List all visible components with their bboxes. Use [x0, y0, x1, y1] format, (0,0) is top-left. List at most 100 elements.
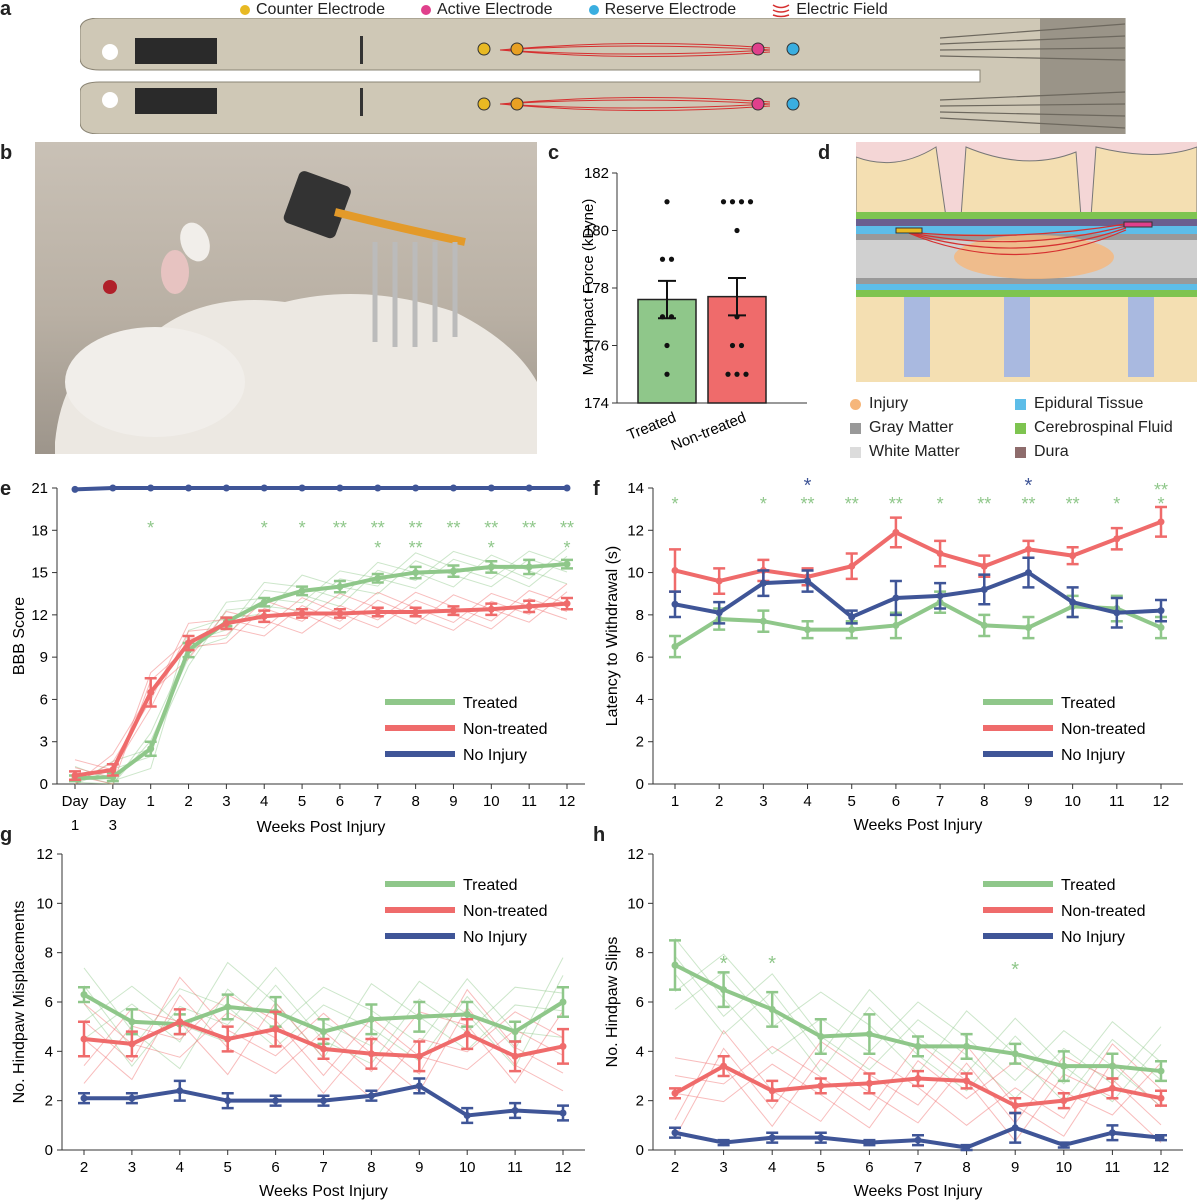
chart-f-ytick-label: 0 — [636, 776, 644, 793]
chart-f-point — [1069, 598, 1077, 606]
chart-f-point — [892, 621, 900, 629]
chart-g-point — [80, 1035, 88, 1043]
chart-g-point — [128, 1040, 136, 1048]
chart-h-significance-star: * — [720, 953, 728, 975]
chart-f-point — [980, 585, 988, 593]
chart-e-xtick-label: Day — [62, 793, 89, 810]
chart-e-point — [412, 569, 420, 577]
chart-e-xtick-sublabel: 3 — [109, 817, 117, 834]
chart-e-xtick-label: 10 — [483, 793, 500, 810]
chart-c-point — [734, 227, 740, 234]
chart-h-point — [963, 1077, 971, 1085]
legend-gray-label: Gray Matter — [869, 419, 954, 436]
chart-c-ytick-label: 176 — [584, 338, 609, 355]
chart-c-point — [659, 314, 666, 320]
chart-f-significance-star: ** — [1021, 494, 1035, 514]
chart-g-xtick-label: 3 — [128, 1159, 136, 1176]
rat-illustration — [55, 171, 537, 454]
chart-f-xtick-label: 5 — [848, 793, 856, 810]
chart-e-ytick-label: 18 — [31, 522, 48, 539]
chart-e-series-line — [74, 562, 568, 781]
chart-e-point — [71, 485, 79, 493]
chart-e-significance-star: ** — [371, 518, 385, 538]
chart-c-ytick-label: 174 — [584, 395, 609, 412]
chart-h-point — [914, 1042, 922, 1050]
chart-e-xtick-label: 9 — [449, 793, 457, 810]
chart-g-ytick-label: 8 — [45, 945, 53, 962]
chart-h-xtick-label: 3 — [719, 1159, 727, 1176]
chart-f-ytick-label: 2 — [636, 734, 644, 751]
chart-c-point — [747, 199, 754, 205]
chart-h-point — [720, 1139, 728, 1147]
chart-g-point — [80, 1094, 88, 1102]
chart-h-point — [720, 1062, 728, 1070]
chart-e-significance-star: ** — [522, 518, 536, 538]
legend-field-label: Electric Field — [796, 1, 888, 18]
panel-letter-g: g — [0, 824, 13, 846]
chart-e-point — [449, 567, 457, 575]
chart-f-point — [671, 643, 679, 651]
csf-swatch-icon — [1015, 422, 1026, 434]
chart-h-xtick-label: 5 — [817, 1159, 825, 1176]
chart-e-point — [374, 484, 382, 492]
chart-f-xtick-label: 9 — [1024, 793, 1032, 810]
dura-swatch-icon — [1015, 446, 1026, 458]
chart-g-point — [511, 1028, 519, 1036]
chart-h-point — [817, 1082, 825, 1090]
chart-e-point — [412, 608, 420, 616]
chart-e-point — [147, 745, 155, 753]
chart-h-point — [671, 961, 679, 969]
chart-f-point — [715, 609, 723, 617]
chart-h-point — [1157, 1094, 1165, 1102]
chart-c-ylabel: Max Impact Force (kDyne) — [580, 199, 597, 376]
legend-csf: Cerebrospinal Fluid — [1015, 419, 1180, 437]
chart-e-significance-star: ** — [560, 518, 574, 538]
legend-white-label: White Matter — [869, 443, 960, 460]
chart-f-xtick-label: 12 — [1153, 793, 1170, 810]
legend-epidural-label: Epidural Tissue — [1034, 395, 1144, 412]
chart-g-point — [559, 998, 567, 1006]
chart-g-xtick-label: 12 — [555, 1159, 572, 1176]
chart-g-point — [128, 1094, 136, 1102]
spinal-cord-diagram — [856, 142, 1197, 382]
chart-g-legend-label: No Injury — [463, 929, 527, 946]
chart-e-legend-label: Non-treated — [463, 721, 548, 738]
chart-h-ytick-label: 2 — [636, 1093, 644, 1110]
chart-h-point — [1060, 1097, 1068, 1105]
chart-h-xtick-label: 11 — [1105, 1159, 1121, 1176]
legend-injury: Injury — [850, 395, 1015, 413]
chart-h-ytick-label: 12 — [627, 846, 644, 863]
chart-f-significance-star: ** — [1154, 480, 1168, 500]
legend-active-electrode: Active Electrode — [420, 1, 553, 19]
chart-h-point — [1108, 1062, 1116, 1070]
chart-e-point — [487, 484, 495, 492]
legend-reserve-electrode: Reserve Electrode — [588, 1, 736, 19]
hindpaw-misplacements-chart: 0 2 4 6 8 10 12 2 3 4 5 6 7 8 9 10 11 12 Weeks Post Injury… — [11, 846, 585, 1200]
chart-g-individual-line — [83, 988, 564, 1095]
chart-h-ytick-label: 0 — [636, 1142, 644, 1159]
chart-h-ytick-label: 8 — [636, 945, 644, 962]
chart-e-point — [298, 587, 306, 595]
chart-e-individual-line — [74, 597, 568, 785]
chart-f-ylabel: Latency to Withdrawal (s) — [604, 546, 621, 727]
chart-e-individual-line — [74, 583, 568, 779]
chart-h-significance-star: * — [1011, 959, 1019, 981]
legend-epidural: Epidural Tissue — [1015, 395, 1180, 413]
chart-g-point — [80, 991, 88, 999]
chart-g-point — [415, 1082, 423, 1090]
chart-e-xlabel: Weeks Post Injury — [257, 819, 386, 836]
chart-e-point — [298, 484, 306, 492]
chart-f-ytick-label: 12 — [627, 522, 644, 539]
chart-f-xtick-label: 10 — [1064, 793, 1081, 810]
chart-g-ytick-label: 10 — [36, 895, 53, 912]
chart-h-point — [1157, 1134, 1165, 1142]
chart-g-ytick-label: 6 — [45, 994, 53, 1011]
impact-force-chart: Max Impact Force (kDyne) 174 176 178 180 182… — [580, 165, 807, 454]
chart-f-legend-label: Treated — [1061, 695, 1116, 712]
chart-g-xtick-label: 5 — [224, 1159, 232, 1176]
chart-e-point — [109, 766, 117, 774]
chart-h-point — [865, 1079, 873, 1087]
chart-h-ylabel: No. Hindpaw Slips — [604, 937, 621, 1068]
chart-h-ytick-label: 10 — [627, 895, 644, 912]
